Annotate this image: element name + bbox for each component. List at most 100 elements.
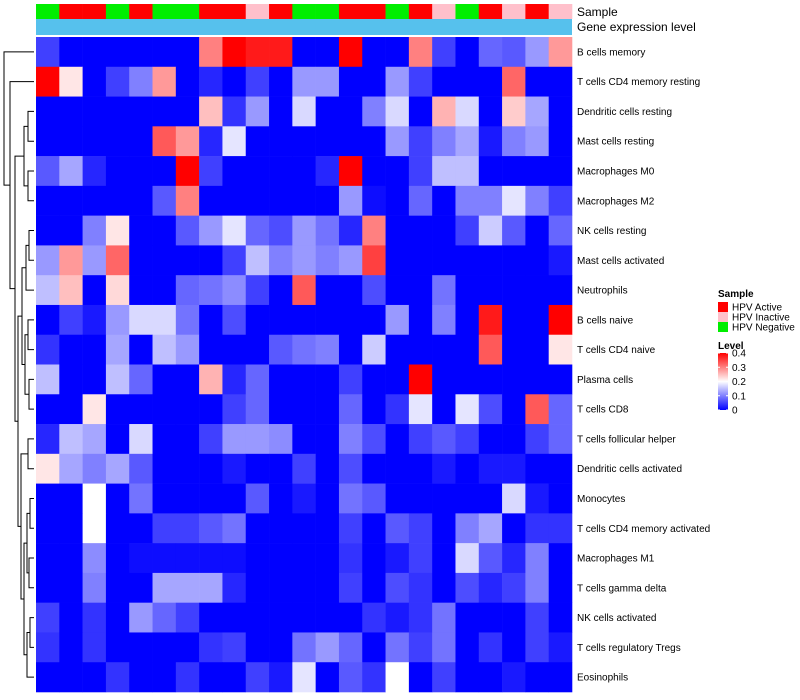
heatmap-cell xyxy=(478,483,503,514)
heatmap-cell xyxy=(478,37,503,68)
heatmap-cell xyxy=(315,543,340,574)
sample-annotation-cell xyxy=(315,4,340,19)
heatmap-cell xyxy=(548,453,573,484)
heatmap-cell xyxy=(408,513,433,544)
heatmap-cell xyxy=(269,364,293,395)
heatmap-cell xyxy=(362,364,386,395)
heatmap-cell xyxy=(152,37,177,68)
heatmap-cell xyxy=(199,572,223,603)
row-dendrogram xyxy=(3,51,34,678)
heatmap-cell xyxy=(548,37,573,68)
heatmap-cell xyxy=(338,245,363,276)
heatmap-cell xyxy=(525,424,549,455)
heatmap-cell xyxy=(315,513,340,544)
heatmap-cell xyxy=(222,394,247,425)
heatmap-cell xyxy=(338,37,363,68)
sample-annotation-cell xyxy=(432,4,456,19)
heatmap-cell xyxy=(199,126,223,157)
heatmap-cell xyxy=(105,126,130,157)
level-legend-tick-label: 0.4 xyxy=(732,349,746,360)
heatmap-cell xyxy=(152,334,177,365)
heatmap-cell xyxy=(525,245,549,276)
heatmap-cell xyxy=(525,602,549,633)
heatmap-cell xyxy=(82,483,107,514)
heatmap-cell xyxy=(408,156,433,187)
heatmap-cell xyxy=(338,453,363,484)
heatmap-cell xyxy=(105,215,130,246)
heatmap-cell xyxy=(82,37,107,68)
heatmap-cell xyxy=(105,275,130,306)
level-legend-tick-label: 0.3 xyxy=(732,363,746,374)
heatmap-cell xyxy=(105,37,130,68)
heatmap-cell xyxy=(152,572,177,603)
heatmap-cell xyxy=(269,215,293,246)
heatmap-cell xyxy=(199,394,223,425)
heatmap-cell xyxy=(432,543,456,574)
dendrogram-link xyxy=(25,244,34,291)
heatmap-cell xyxy=(408,66,433,97)
heatmap-cell xyxy=(245,66,270,97)
heatmap-cell xyxy=(245,96,270,127)
heatmap-cell xyxy=(59,334,83,365)
level-legend: Level 0.4 0.3 0.2 0.1 0 xyxy=(718,341,746,417)
heatmap-cell xyxy=(199,245,223,276)
heatmap-cell xyxy=(362,662,386,693)
dendrogram-link xyxy=(28,230,34,261)
heatmap-cell xyxy=(362,37,386,68)
heatmap-cell xyxy=(338,215,363,246)
heatmap-cell xyxy=(362,632,386,663)
heatmap-cell xyxy=(432,453,456,484)
heatmap-cell xyxy=(105,662,130,693)
heatmap-cell xyxy=(502,126,526,157)
heatmap-cell xyxy=(199,662,223,693)
heatmap-cell xyxy=(82,66,107,97)
heatmap-cell xyxy=(222,66,247,97)
heatmap-cell xyxy=(408,572,433,603)
heatmap-cell xyxy=(82,185,107,216)
heatmap-cell xyxy=(82,394,107,425)
sample-annotation-cell xyxy=(525,4,549,19)
heatmap-cell xyxy=(455,156,480,187)
heatmap-cell xyxy=(385,304,410,336)
row-label: B cells memory xyxy=(577,47,645,58)
heatmap-cell xyxy=(245,185,270,216)
heatmap-cell xyxy=(269,37,293,68)
heatmap-cell xyxy=(59,66,83,97)
sample-annotation-cell xyxy=(338,4,363,19)
heatmap-cell xyxy=(502,632,526,663)
heatmap-cell xyxy=(525,156,549,187)
heatmap-cell xyxy=(175,513,200,544)
heatmap-cell xyxy=(525,543,549,574)
sample-annotation-cell xyxy=(362,4,386,19)
heatmap-cell xyxy=(502,483,526,514)
heatmap-cell xyxy=(478,543,503,574)
sample-annotation-cell xyxy=(199,4,223,19)
heatmap-cell xyxy=(152,185,177,216)
heatmap-cell xyxy=(245,394,270,425)
sample-annotation-cell xyxy=(385,4,410,19)
heatmap-cell xyxy=(478,96,503,127)
heatmap-cell xyxy=(82,245,107,276)
heatmap-cell xyxy=(478,572,503,603)
heatmap-cell xyxy=(548,275,573,306)
row-label: T cells regulatory Tregs xyxy=(577,643,681,654)
heatmap-cell xyxy=(105,632,130,663)
heatmap-cell xyxy=(408,275,433,306)
heatmap-cell xyxy=(478,334,503,365)
heatmap-cell xyxy=(362,215,386,246)
level-legend-tick-label: 0.2 xyxy=(732,377,746,388)
heatmap-cell xyxy=(105,334,130,365)
heatmap-cell xyxy=(105,453,130,484)
heatmap-cell xyxy=(432,483,456,514)
row-label: Dendritic cells resting xyxy=(577,107,672,118)
heatmap-cell xyxy=(129,662,153,693)
heatmap-cell xyxy=(478,126,503,157)
heatmap-cell xyxy=(245,662,270,693)
heatmap-cell xyxy=(338,156,363,187)
heatmap-cell xyxy=(222,513,247,544)
heatmap-cell xyxy=(455,483,480,514)
heatmap-cell xyxy=(82,126,107,157)
heatmap-cell xyxy=(548,602,573,633)
heatmap-cell xyxy=(245,245,270,276)
heatmap-cell xyxy=(152,275,177,306)
